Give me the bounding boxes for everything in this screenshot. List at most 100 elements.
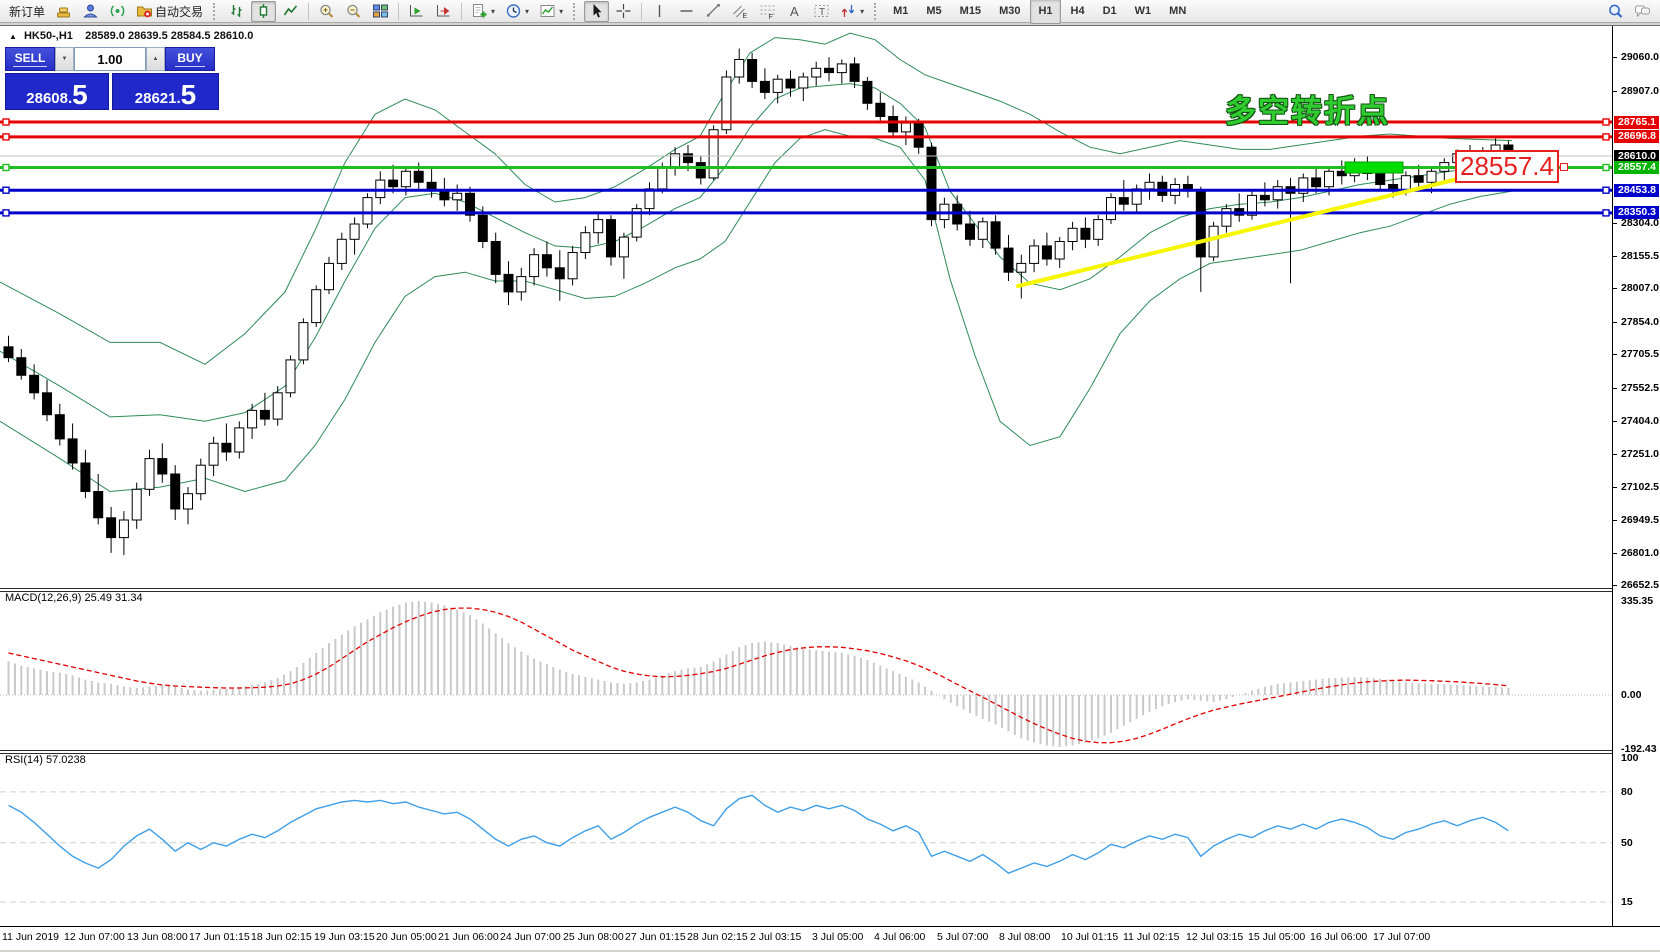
candle (311, 289, 322, 324)
chart-annotation-text[interactable]: 多空转折点 (1225, 94, 1390, 129)
candle (195, 464, 206, 495)
zoom-out-button[interactable] (341, 1, 366, 22)
toolbar-separator (641, 2, 643, 20)
tf-m5[interactable]: M5 (926, 5, 942, 17)
signals-icon[interactable] (105, 1, 130, 22)
time-axis[interactable]: 11 Jun 2019 12 Jun 07:00 13 Jun 08:00 17 Ju… (0, 926, 1660, 949)
price-tick-label: 27552.5 (1621, 381, 1659, 394)
horizontal-line-button[interactable] (674, 1, 699, 22)
line-handle (2, 163, 10, 172)
tf-h4[interactable]: H4 (1070, 5, 1085, 17)
candle (721, 76, 732, 131)
chart-collapse-icon[interactable]: ▲ (9, 32, 17, 41)
candlestick-chart-icon (255, 3, 272, 19)
chevron-down-icon[interactable]: ▾ (491, 6, 496, 16)
volume-input[interactable]: 1.00 (74, 47, 146, 71)
time-axis-label: 8 Jul 08:00 (999, 931, 1051, 943)
fibonacci-button[interactable]: F (755, 1, 780, 22)
macd-tick-label: 0.00 (1621, 689, 1642, 701)
candle (567, 252, 578, 280)
sell-button[interactable]: SELL (5, 47, 55, 71)
zoom-in-button[interactable] (314, 1, 339, 22)
arrows-button[interactable]: ▾ (836, 1, 868, 22)
trendline-anchor-handle[interactable] (1560, 163, 1568, 171)
tf-m1[interactable]: M1 (893, 5, 909, 17)
tf-d1[interactable]: D1 (1102, 5, 1117, 17)
periods-clock-button[interactable]: ▾ (501, 1, 533, 22)
line-handle (2, 133, 10, 141)
candle (106, 517, 117, 539)
indicators-button[interactable]: ▾ (535, 1, 567, 22)
bollinger-lower-band (0, 129, 1513, 493)
tf-h1[interactable]: H1 (1030, 0, 1061, 24)
auto-scroll-button[interactable] (404, 1, 429, 22)
chevron-down-icon[interactable]: ▾ (860, 6, 865, 16)
price-callout-box[interactable]: 28557.4 (1455, 150, 1559, 183)
market-watch-icon-icon (82, 3, 99, 19)
cursor-button[interactable] (584, 0, 610, 22)
new-order-button[interactable]: 新订单 (9, 4, 46, 19)
chevron-down-icon[interactable]: ▾ (525, 6, 530, 16)
candle (516, 276, 527, 293)
text-label-button[interactable]: T (809, 1, 834, 22)
new-chart-button[interactable]: ▾ (467, 1, 499, 22)
price-tick-mark (1613, 520, 1617, 522)
buy-button[interactable]: BUY (165, 47, 215, 71)
crosshair-button[interactable] (611, 1, 636, 22)
rsi-label: RSI(14) 57.0238 (5, 754, 86, 766)
tf-w1[interactable]: W1 (1134, 5, 1152, 17)
candle (259, 409, 270, 420)
panel-separator[interactable] (0, 588, 1660, 592)
market-watch-icon[interactable] (78, 1, 103, 22)
price-tick-label: 28304.0 (1621, 217, 1659, 230)
text-label-icon: T (813, 3, 830, 19)
text-button[interactable]: A (782, 1, 807, 22)
search-button[interactable] (1603, 1, 1628, 22)
bar-chart-button[interactable] (224, 1, 249, 22)
tile-windows-button[interactable] (368, 1, 393, 22)
macd-panel-canvas[interactable] (0, 592, 1612, 750)
price-axis[interactable]: 29060.0 28907.0 28304.0 28155.5 28007.0 27854… (1612, 26, 1660, 926)
tf-m15[interactable]: M15 (959, 5, 982, 17)
sell-price-box[interactable]: 28608. 5 (5, 73, 109, 110)
buy-price-box[interactable]: 28621. 5 (112, 73, 219, 110)
panel-separator[interactable] (0, 750, 1660, 754)
candle (644, 188, 655, 210)
volume-decrease-button[interactable]: ▼ (55, 47, 74, 71)
candle (298, 322, 309, 361)
chart-shift-button[interactable] (431, 1, 456, 22)
candle (465, 192, 475, 216)
gold-bars-icon[interactable] (51, 1, 76, 22)
candlestick-chart-button[interactable] (251, 0, 277, 22)
main-chart-canvas[interactable] (0, 29, 1612, 588)
highlight-zone (1344, 161, 1404, 174)
chat-button[interactable] (1630, 1, 1655, 22)
tf-mn[interactable]: MN (1169, 5, 1187, 17)
volume-increase-button[interactable]: ▲ (146, 47, 165, 71)
candle (862, 80, 873, 104)
candle (990, 221, 1001, 249)
time-axis-label: 24 Jun 07:00 (500, 931, 561, 943)
chart-title: ▲ HK50-,H1 28589.0 28639.5 28584.5 28610… (9, 30, 253, 42)
autotrading-button[interactable]: 自动交易 (132, 1, 207, 22)
time-axis-label: 27 Jun 01:15 (625, 931, 686, 943)
time-axis-label: 4 Jul 06:00 (874, 931, 926, 943)
equidistant-channel-icon: E (732, 3, 749, 19)
candle (849, 63, 860, 82)
trendline-button[interactable] (701, 1, 726, 22)
rsi-panel-canvas[interactable] (0, 754, 1612, 926)
equidistant-channel-button[interactable]: E (728, 1, 753, 22)
svg-text:E: E (743, 13, 748, 19)
symbol-period-label: HK50-,H1 (23, 30, 73, 42)
svg-text:T: T (819, 7, 825, 18)
candle (657, 166, 668, 190)
candle (798, 76, 809, 89)
vertical-line-button[interactable] (647, 1, 672, 22)
autotrading-icon (136, 3, 153, 19)
line-chart-button[interactable] (278, 1, 303, 22)
line-handle (1602, 118, 1610, 126)
tf-m30[interactable]: M30 (999, 5, 1021, 17)
candle (1375, 173, 1386, 185)
candle (529, 254, 540, 278)
chevron-down-icon[interactable]: ▾ (559, 6, 564, 16)
